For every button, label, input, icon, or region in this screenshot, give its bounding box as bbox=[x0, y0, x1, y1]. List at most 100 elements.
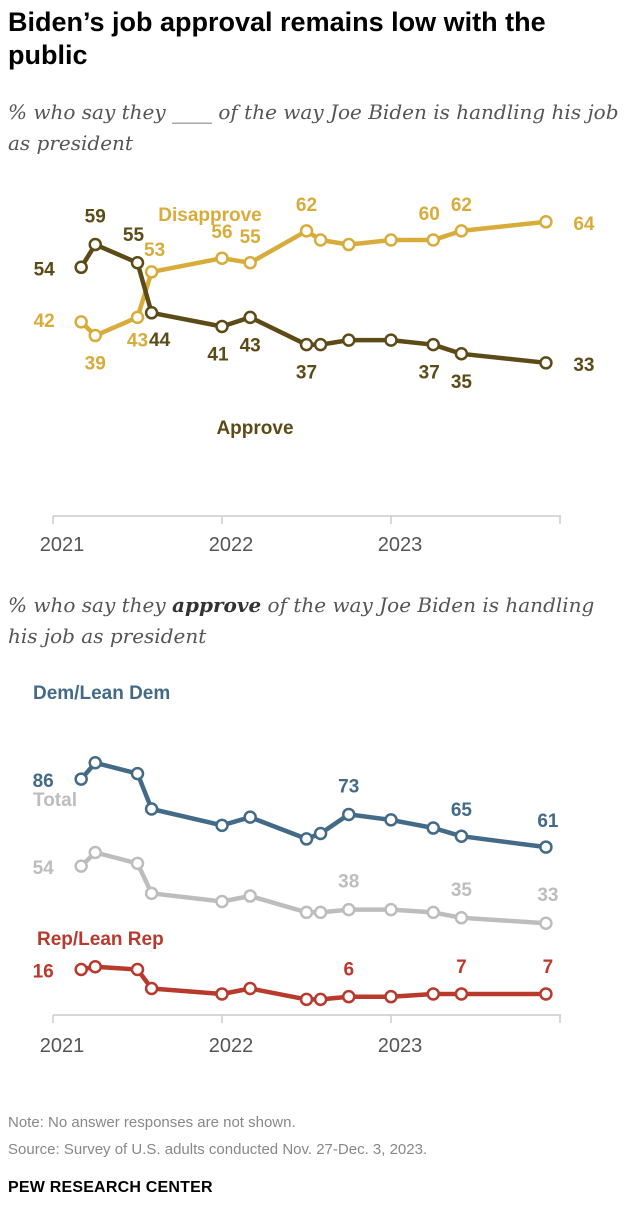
chart2-point-rep-lean-rep bbox=[215, 987, 229, 1001]
chart1-point-approve bbox=[539, 356, 553, 370]
chart1-data-label-approve: 54 bbox=[34, 259, 56, 280]
chart1-data-label-disapprove: 60 bbox=[419, 204, 440, 225]
chart2-data-label-dem-lean-dem: 73 bbox=[338, 776, 359, 797]
chart1-data-label-approve: 37 bbox=[419, 363, 440, 384]
approval-line-chart: 2021 2022 2023 42 39 43 53 56 55 62 60 62 64 Disappro… bbox=[34, 195, 595, 556]
chart1-data-label-disapprove: 55 bbox=[240, 227, 262, 248]
chart2-point-dem-lean-dem bbox=[130, 766, 145, 781]
chart2-point-rep-lean-rep bbox=[313, 992, 328, 1007]
chart1-point-disapprove bbox=[144, 265, 159, 279]
chart2-point-total bbox=[454, 911, 469, 925]
chart1-point-disapprove bbox=[426, 233, 440, 247]
chart1-tick-label-2022: 2022 bbox=[209, 534, 254, 556]
chart2-point-dem-lean-dem bbox=[299, 832, 314, 846]
chart1-point-disapprove bbox=[215, 251, 229, 265]
chart2-point-rep-lean-rep bbox=[299, 992, 314, 1007]
chart2-data-label-rep-lean-rep: 7 bbox=[543, 957, 554, 978]
chart1-series-name-approve: Approve bbox=[216, 418, 293, 439]
chart2-subtitle-emphasis: approve bbox=[172, 593, 262, 617]
chart2-data-label-dem-lean-dem: 61 bbox=[537, 811, 559, 832]
chart1-point-disapprove bbox=[539, 215, 553, 229]
chart1-data-label-approve: 41 bbox=[207, 344, 229, 365]
chart1-data-label-disapprove: 56 bbox=[211, 222, 232, 243]
chart2-point-rep-lean-rep bbox=[539, 987, 553, 1001]
chart2-series-name-total: Total bbox=[33, 790, 77, 811]
chart2-point-total bbox=[539, 916, 553, 930]
chart1-point-disapprove bbox=[299, 224, 314, 238]
chart1-point-approve bbox=[130, 256, 145, 270]
chart1-point-approve bbox=[426, 337, 440, 352]
chart2-data-label-dem-lean-dem: 86 bbox=[33, 771, 54, 792]
chart2-subtitle: % who say they approve of the way Joe Bi… bbox=[8, 590, 624, 652]
chart1-subtitle-pre: % who say they bbox=[8, 100, 173, 124]
chart1-data-label-approve: 43 bbox=[240, 335, 261, 356]
chart1-point-disapprove bbox=[74, 315, 88, 329]
chart2-data-label-total: 38 bbox=[338, 872, 359, 893]
chart2-data-label-rep-lean-rep: 6 bbox=[343, 960, 354, 981]
chart2-series-name-rep-lean-rep: Rep/Lean Rep bbox=[37, 929, 164, 950]
chart1-data-label-disapprove: 53 bbox=[144, 240, 165, 261]
chart1-data-label-disapprove: 62 bbox=[296, 195, 317, 216]
chart1-series-name-disapprove: Disapprove bbox=[158, 205, 261, 226]
chart1-tick-label-2023: 2023 bbox=[378, 534, 423, 556]
chart2-point-dem-lean-dem bbox=[243, 810, 257, 824]
chart1-point-approve bbox=[299, 337, 314, 352]
chart1-data-label-disapprove: 39 bbox=[85, 354, 106, 375]
chart2-point-rep-lean-rep bbox=[384, 989, 398, 1004]
chart1-point-approve bbox=[88, 237, 102, 252]
chart1-point-approve bbox=[313, 337, 328, 352]
chart2-point-total bbox=[74, 859, 88, 873]
chart1-point-approve bbox=[243, 310, 257, 325]
chart1-subtitle-post: of the way Joe Biden is handling his job… bbox=[8, 100, 619, 155]
chart2-point-total bbox=[426, 905, 440, 920]
chart1-data-label-approve: 35 bbox=[451, 372, 473, 393]
chart1-tick-label-2021: 2021 bbox=[40, 534, 85, 556]
chart2-tick-label-2022: 2022 bbox=[209, 1035, 254, 1057]
chart1-data-label-approve: 37 bbox=[296, 363, 317, 384]
chart2-point-dem-lean-dem bbox=[144, 802, 159, 816]
chart2-point-total bbox=[313, 905, 328, 920]
chart1-point-disapprove bbox=[88, 328, 102, 343]
chart2-subtitle-pre: % who say they bbox=[8, 593, 173, 617]
chart2-point-dem-lean-dem bbox=[88, 756, 102, 770]
chart2-point-total bbox=[88, 845, 102, 860]
partisan-approval-line-chart: 2021 2022 2023 86 73 65 61 Dem/Lean Dem 54 38 35 33… bbox=[33, 683, 561, 1057]
chart2-point-rep-lean-rep bbox=[144, 981, 159, 996]
chart2-point-total bbox=[144, 886, 159, 901]
chart1-data-label-approve: 33 bbox=[573, 355, 594, 376]
chart1-subtitle-blank: ____ bbox=[172, 100, 213, 124]
chart1-data-label-disapprove: 62 bbox=[451, 195, 472, 216]
chart2-point-total bbox=[243, 889, 257, 903]
chart1-point-approve bbox=[144, 306, 159, 320]
chart2-data-label-rep-lean-rep: 7 bbox=[456, 957, 467, 978]
chart2-data-label-total: 33 bbox=[537, 885, 558, 906]
chart2-point-dem-lean-dem bbox=[539, 840, 553, 854]
chart2-point-rep-lean-rep bbox=[454, 987, 469, 1001]
chart2-point-rep-lean-rep bbox=[426, 987, 440, 1001]
chart2-point-dem-lean-dem bbox=[454, 829, 469, 843]
chart2-point-dem-lean-dem bbox=[313, 826, 328, 841]
chart2-point-dem-lean-dem bbox=[342, 807, 356, 822]
chart-title: Biden’s job approval remains low with th… bbox=[8, 7, 546, 70]
chart2-data-label-total: 54 bbox=[33, 858, 55, 879]
chart2-tick-label-2021: 2021 bbox=[40, 1035, 85, 1057]
chart2-point-dem-lean-dem bbox=[74, 772, 88, 786]
chart1-data-label-approve: 59 bbox=[85, 207, 106, 228]
chart2-point-dem-lean-dem bbox=[215, 818, 229, 833]
chart1-point-approve bbox=[74, 260, 88, 275]
chart2-point-total bbox=[215, 894, 229, 909]
chart2-data-label-rep-lean-rep: 16 bbox=[33, 961, 54, 982]
chart2-point-total bbox=[384, 902, 398, 917]
chart2-series-name-dem-lean-dem: Dem/Lean Dem bbox=[33, 683, 170, 704]
chart1-point-approve bbox=[454, 347, 469, 361]
chart1-point-approve bbox=[215, 319, 229, 334]
chart2-point-total bbox=[130, 856, 145, 871]
chart1-data-label-approve: 55 bbox=[123, 225, 145, 246]
chart2-point-rep-lean-rep bbox=[342, 989, 356, 1004]
chart1-data-label-disapprove: 42 bbox=[34, 311, 55, 332]
chart2-point-rep-lean-rep bbox=[74, 962, 88, 977]
chart2-point-rep-lean-rep bbox=[130, 962, 145, 977]
chart1-data-label-disapprove: 43 bbox=[127, 330, 148, 351]
chart2-point-rep-lean-rep bbox=[88, 960, 102, 974]
chart1-point-disapprove bbox=[130, 310, 145, 325]
